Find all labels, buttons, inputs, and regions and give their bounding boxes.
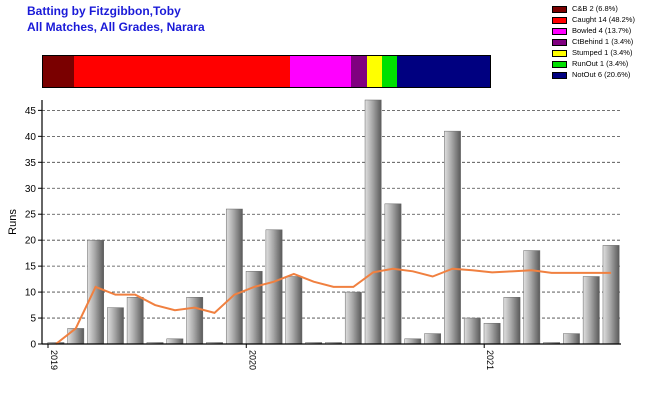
runs-bar bbox=[225, 208, 243, 345]
y-tick-label: 30 bbox=[25, 184, 37, 195]
runs-bar bbox=[87, 239, 104, 345]
average-line bbox=[55, 267, 612, 345]
y-tick-label: 40 bbox=[25, 132, 37, 143]
legend-swatch bbox=[552, 50, 567, 57]
legend-swatch bbox=[552, 6, 567, 13]
y-tick-label: 45 bbox=[25, 106, 37, 117]
runs-bar bbox=[384, 203, 402, 345]
dismissal-segment bbox=[289, 56, 352, 87]
legend-label: Stumped 1 (3.4%) bbox=[572, 48, 633, 57]
runs-bar bbox=[265, 229, 283, 345]
runs-bar bbox=[563, 333, 580, 345]
chart-subtitle: All Matches, All Grades, Narara bbox=[27, 20, 205, 34]
y-tick-label: 15 bbox=[25, 262, 37, 273]
y-tick-label: 10 bbox=[25, 288, 37, 299]
dismissal-segment bbox=[351, 56, 367, 87]
legend-swatch bbox=[552, 39, 567, 46]
y-tick-label: 20 bbox=[25, 236, 37, 247]
legend-label: CtBehind 1 (3.4%) bbox=[572, 37, 634, 46]
runs-bar bbox=[107, 307, 124, 345]
runs-bar bbox=[463, 317, 481, 345]
runs-bar bbox=[186, 297, 204, 345]
runs-bar bbox=[523, 250, 541, 345]
legend-item: NotOut 6 (20.6%) bbox=[552, 70, 648, 82]
legend-item: Caught 14 (48.2%) bbox=[552, 15, 648, 27]
legend-item: C&B 2 (6.8%) bbox=[552, 4, 648, 16]
dismissal-segment bbox=[73, 56, 290, 87]
x-tick-label: 2020 bbox=[247, 350, 257, 370]
y-tick-label: 0 bbox=[30, 340, 36, 351]
legend-item: CtBehind 1 (3.4%) bbox=[552, 37, 648, 49]
dismissal-segment bbox=[366, 56, 383, 87]
runs-bar bbox=[483, 322, 501, 345]
runs-bar bbox=[503, 297, 521, 345]
legend-item: Bowled 4 (13.7%) bbox=[552, 26, 648, 38]
runs-bar bbox=[424, 333, 442, 345]
y-axis-title: Runs bbox=[7, 209, 19, 235]
legend-label: Bowled 4 (13.7%) bbox=[572, 26, 632, 35]
legend-label: Caught 14 (48.2%) bbox=[572, 15, 635, 24]
dismissal-segment bbox=[382, 56, 398, 87]
runs-bar bbox=[126, 297, 144, 345]
legend-label: C&B 2 (6.8%) bbox=[572, 4, 618, 13]
runs-bar bbox=[582, 276, 600, 345]
legend-swatch bbox=[552, 72, 567, 79]
runs-bar bbox=[444, 130, 461, 345]
legend-label: NotOut 6 (20.6%) bbox=[572, 70, 631, 79]
runs-bar bbox=[364, 99, 382, 345]
dismissal-breakdown-bar bbox=[42, 55, 491, 88]
legend-item: Stumped 1 (3.4%) bbox=[552, 48, 648, 60]
legend-swatch bbox=[552, 28, 567, 35]
x-tick-label: 2021 bbox=[485, 350, 495, 370]
dismissal-segment bbox=[43, 56, 74, 87]
y-tick-label: 35 bbox=[25, 158, 37, 169]
runs-bar bbox=[602, 245, 620, 345]
chart-title: Batting by Fitzgibbon,Toby bbox=[27, 4, 181, 18]
runs-bar bbox=[344, 291, 362, 345]
dismissal-segment bbox=[397, 56, 490, 87]
runs-bar bbox=[404, 338, 422, 345]
legend-label: RunOut 1 (3.4%) bbox=[572, 59, 629, 68]
runs-bar bbox=[166, 338, 184, 345]
runs-bar bbox=[67, 328, 85, 345]
x-tick-label: 2019 bbox=[49, 350, 59, 370]
y-tick-label: 5 bbox=[30, 314, 36, 325]
runs-bar bbox=[285, 276, 303, 345]
y-tick-label: 25 bbox=[25, 210, 37, 221]
legend-swatch bbox=[552, 61, 567, 68]
legend-item: RunOut 1 (3.4%) bbox=[552, 59, 648, 71]
runs-bar bbox=[245, 271, 263, 345]
legend-swatch bbox=[552, 17, 567, 24]
legend: C&B 2 (6.8%) Caught 14 (48.2%) Bowled 4 (1… bbox=[552, 4, 648, 82]
